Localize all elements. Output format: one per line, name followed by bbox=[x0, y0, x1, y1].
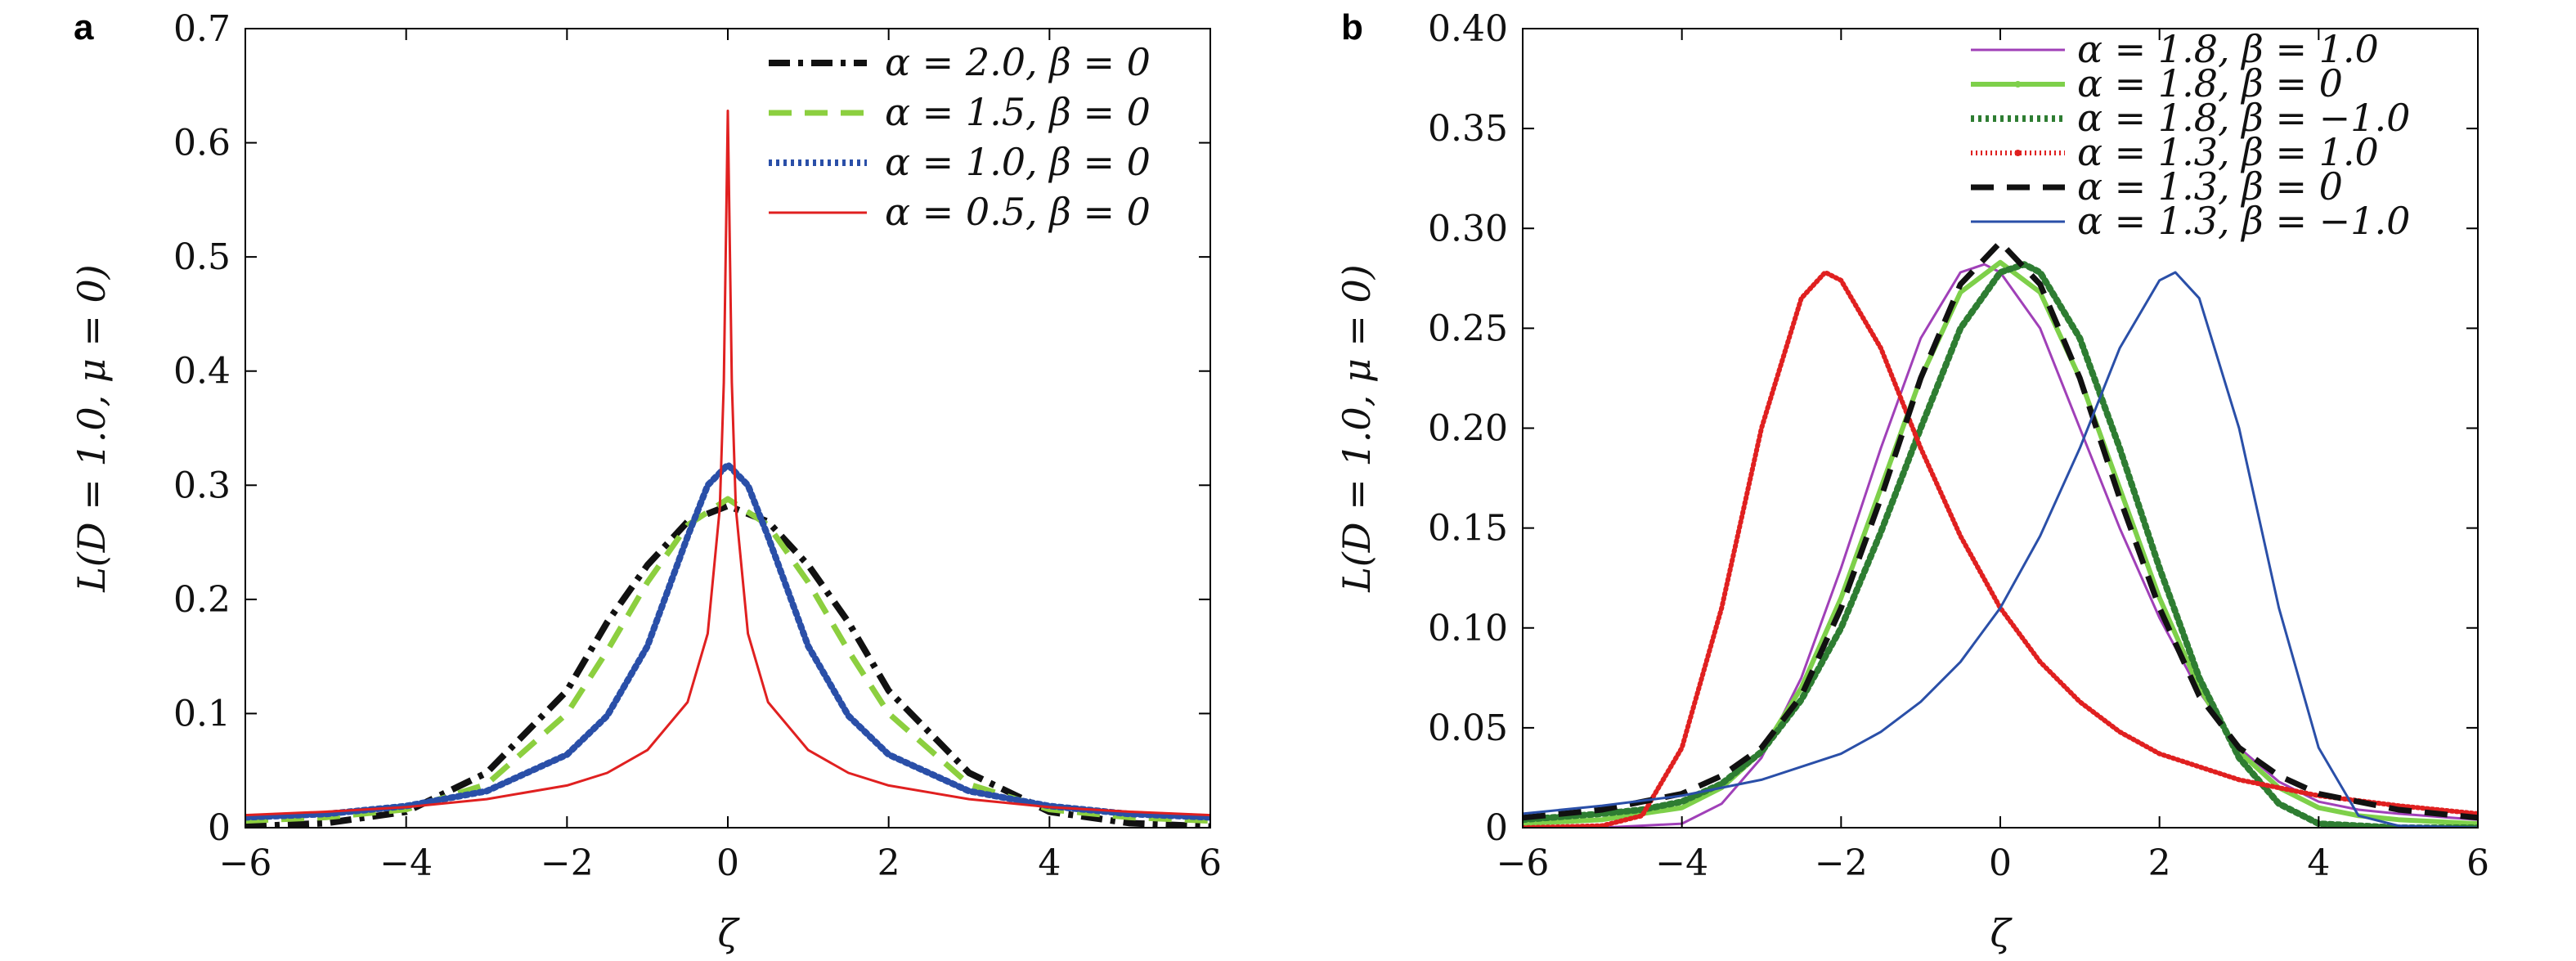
x-tick-label: 2 bbox=[2148, 842, 2171, 884]
y-tick-label: 0 bbox=[208, 807, 231, 849]
x-tick-label: −4 bbox=[1655, 842, 1708, 884]
x-tick-label: 0 bbox=[716, 842, 739, 884]
legend-label: α = 1.3, β = 1.0 bbox=[2077, 130, 2379, 174]
legend-label: α = 1.8, β = −1.0 bbox=[2077, 96, 2410, 140]
y-tick-label: 0.30 bbox=[1428, 208, 1508, 249]
y-tick-label: 0.5 bbox=[173, 236, 231, 278]
y-tick-label: 0.40 bbox=[1428, 8, 1508, 50]
y-axis-label: L(D = 1.0, μ = 0) bbox=[70, 264, 114, 592]
legend-marker bbox=[2014, 81, 2022, 88]
series-group bbox=[1523, 239, 2478, 828]
x-tick-label: 4 bbox=[2307, 842, 2330, 884]
y-tick-label: 0.6 bbox=[173, 123, 231, 164]
series-line bbox=[245, 110, 1210, 817]
legend-label: α = 1.3, β = 0 bbox=[2077, 164, 2343, 209]
y-tick-label: 0.7 bbox=[173, 8, 231, 50]
x-tick-label: −4 bbox=[379, 842, 433, 884]
y-tick-label: 0.35 bbox=[1428, 108, 1508, 150]
x-axis-label: ζ bbox=[1990, 911, 2013, 955]
series-line bbox=[1523, 259, 2478, 827]
series-line bbox=[245, 496, 1210, 824]
legend-label: α = 1.8, β = 0 bbox=[2077, 61, 2343, 106]
x-tick-label: 0 bbox=[1989, 842, 2012, 884]
legend-label: α = 2.0, β = 0 bbox=[885, 40, 1151, 84]
legend-label: α = 1.3, β = −1.0 bbox=[2077, 199, 2410, 243]
x-tick-label: 6 bbox=[2466, 842, 2489, 884]
y-tick-label: 0.25 bbox=[1428, 308, 1508, 349]
x-tick-label: 6 bbox=[1199, 842, 1222, 884]
panel-letter: b bbox=[1341, 7, 1363, 47]
panel-letter: a bbox=[74, 7, 94, 47]
y-tick-label: 0.05 bbox=[1428, 707, 1508, 749]
series-line bbox=[245, 461, 1210, 821]
series-group bbox=[245, 110, 1210, 828]
y-tick-label: 0 bbox=[1485, 807, 1508, 849]
legend-label: α = 0.5, β = 0 bbox=[885, 190, 1151, 234]
y-axis-label: L(D = 1.0, μ = 0) bbox=[1335, 264, 1379, 592]
series-line bbox=[245, 502, 1210, 828]
y-tick-label: 0.15 bbox=[1428, 508, 1508, 550]
legend-label: α = 1.8, β = 1.0 bbox=[2077, 27, 2379, 71]
x-tick-label: −6 bbox=[219, 842, 272, 884]
legend-label: α = 1.0, β = 0 bbox=[885, 140, 1151, 184]
x-tick-label: −2 bbox=[541, 842, 594, 884]
series-line bbox=[1523, 271, 2478, 828]
series-line bbox=[1523, 239, 2478, 821]
legend-marker bbox=[2014, 150, 2022, 156]
series-line bbox=[1523, 270, 2478, 828]
y-tick-label: 0.2 bbox=[173, 579, 231, 621]
series-line bbox=[1523, 261, 2478, 828]
x-tick-label: 2 bbox=[877, 842, 900, 884]
y-tick-label: 0.3 bbox=[173, 465, 231, 506]
x-tick-label: −2 bbox=[1815, 842, 1868, 884]
y-tick-label: 0.10 bbox=[1428, 608, 1508, 649]
legend-label: α = 1.5, β = 0 bbox=[885, 90, 1151, 134]
series-line bbox=[1523, 263, 2478, 828]
panel-b: b −6 −4 −2 0 2 4 6 0 0.05 0.10 0.15 0.20 0.25 0.30 0.35… bbox=[1335, 7, 2489, 955]
panel-a: a −6 −4 −2 0 2 4 6 0 0.1 0.2 0.3 0.4 0.5 0.6 0.7 ζ L(D = … bbox=[70, 7, 1222, 955]
legend: α = 2.0, β = 0 α = 1.5, β = 0 α = 1.0, β =… bbox=[769, 40, 1151, 234]
legend: α = 1.8, β = 1.0α = 1.8, β = 0α = 1.8, β… bbox=[1971, 27, 2410, 243]
y-tick-label: 0.20 bbox=[1428, 408, 1508, 450]
y-tick-label: 0.1 bbox=[173, 693, 231, 734]
y-tick-label: 0.4 bbox=[173, 351, 231, 393]
x-axis-label: ζ bbox=[718, 911, 741, 955]
x-tick-label: 4 bbox=[1038, 842, 1061, 884]
x-tick-label: −6 bbox=[1497, 842, 1550, 884]
